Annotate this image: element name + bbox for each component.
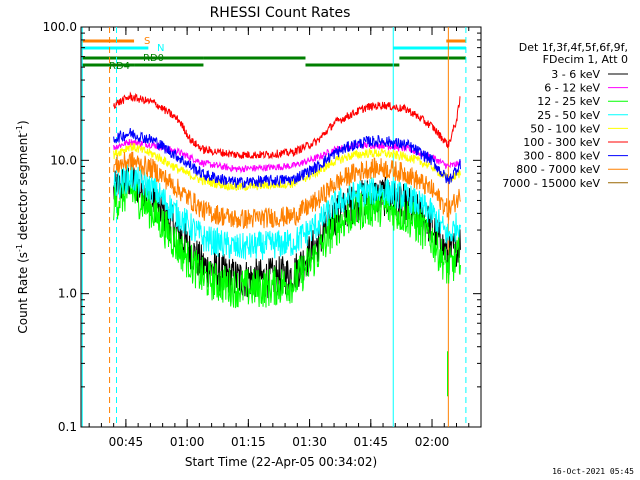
- legend-entry-label: 800 - 7000 keV: [516, 163, 600, 176]
- series-line-6-12keV: [113, 138, 461, 174]
- legend-entry-label: 25 - 50 keV: [537, 109, 600, 122]
- flag-label: N: [157, 43, 164, 54]
- flag-label: RD0: [143, 53, 164, 64]
- series-line-100-300keV: [113, 91, 461, 160]
- y-axis-label: Count Rate (s-1 detector segment-1): [15, 120, 30, 333]
- legend-header-line: Det 1f,3f,4f,5f,6f,9f,: [519, 41, 628, 54]
- x-tick-label: 01:45: [353, 435, 388, 449]
- x-tick-label: 01:00: [170, 435, 205, 449]
- y-tick-label: 10.0: [50, 153, 77, 167]
- legend-entry-label: 100 - 300 keV: [523, 136, 600, 149]
- legend-entry-label: 50 - 100 keV: [530, 122, 600, 135]
- axes: 00:45 01:00 01:15 01:30 01:45 02:00 0.1 1.0 10.0…: [43, 20, 481, 449]
- legend: Det 1f,3f,4f,5f,6f,9f,FDecim 1, Att 0 3 -…: [502, 41, 628, 190]
- flag-label: S: [144, 36, 150, 47]
- attenuator-state-lines: [81, 27, 467, 427]
- chart-title: RHESSI Count Rates: [210, 5, 351, 21]
- y-tick-label: 100.0: [43, 20, 77, 34]
- series-line-800-7000keV: [113, 151, 461, 229]
- x-tick-label: 01:15: [231, 435, 266, 449]
- date-stamp: 16-Oct-2021 05:45: [552, 467, 634, 476]
- x-tick-label: 01:30: [292, 435, 327, 449]
- series-line-50-100keV: [113, 142, 461, 192]
- x-tick-label: 00:45: [109, 435, 144, 449]
- legend-entry-label: 12 - 25 keV: [537, 95, 600, 108]
- y-tick-label: 1.0: [58, 287, 77, 301]
- legend-entry-label: 3 - 6 keV: [551, 68, 600, 81]
- series-layer: [113, 91, 461, 309]
- series-line-12-25keV: [113, 171, 461, 309]
- flag-label: RD4: [109, 61, 130, 72]
- x-tick-label: 02:00: [415, 435, 450, 449]
- series-line-25-50keV: [113, 164, 461, 261]
- x-axis-label: Start Time (22-Apr-05 00:34:02): [185, 455, 377, 469]
- legend-header-line: FDecim 1, Att 0: [543, 53, 628, 66]
- legend-entry-label: 6 - 12 keV: [544, 82, 600, 95]
- legend-entry-label: 300 - 800 keV: [523, 150, 600, 163]
- y-tick-label: 0.1: [58, 420, 77, 434]
- legend-entry-label: 7000 - 15000 keV: [502, 177, 600, 190]
- series-line-300-800keV: [113, 127, 461, 189]
- plot-frame: [80, 26, 482, 428]
